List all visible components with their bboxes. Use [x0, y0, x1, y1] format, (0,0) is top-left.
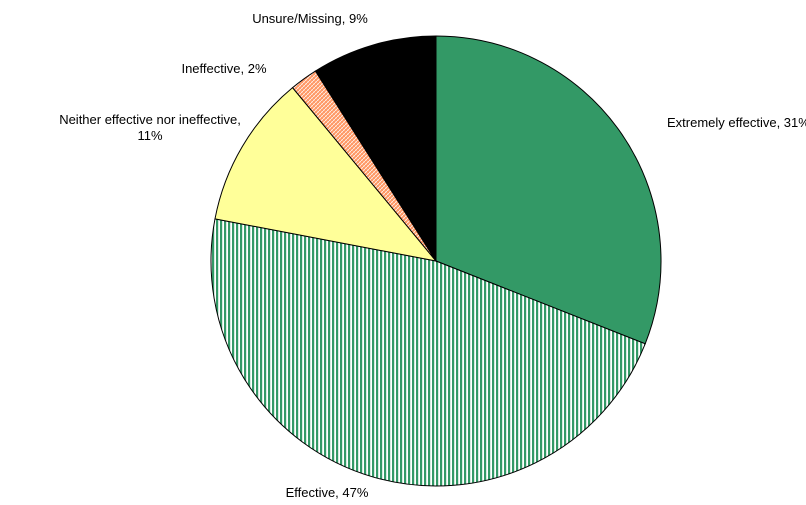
pie-slice-unsure-missing — [314, 35, 437, 263]
pie-labels: Extremely effective, 31% Effective, 47% Ne… — [59, 11, 806, 500]
pie-slice-neither — [214, 86, 438, 262]
slice-label-extremely-effective: Extremely effective, 31% — [667, 115, 806, 130]
slice-label-unsure-missing: Unsure/Missing, 9% — [252, 11, 368, 26]
pie-slice-extremely-effective — [435, 35, 662, 345]
slice-label-effective: Effective, 47% — [286, 485, 369, 500]
pie-slice-effective — [210, 218, 646, 487]
slice-label-neither: Neither effective nor ineffective, 11% — [59, 112, 241, 143]
pie-slices — [210, 35, 662, 487]
slice-label-ineffective: Ineffective, 2% — [181, 61, 266, 76]
